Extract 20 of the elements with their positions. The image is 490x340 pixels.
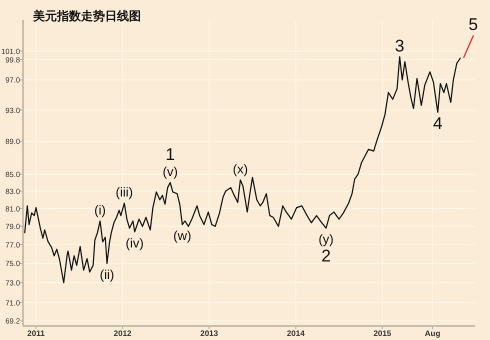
- annotation: 1: [165, 145, 175, 164]
- annotation: (y): [318, 232, 334, 247]
- x-tick-label: 2014: [286, 329, 306, 338]
- annotation: 3: [394, 36, 404, 56]
- x-tick-label: 2013: [200, 329, 219, 338]
- annotation: (w): [173, 228, 192, 244]
- x-tick-label: 2011: [27, 329, 46, 338]
- annotation: 5: [468, 15, 478, 34]
- x-tick-label: 2015: [373, 329, 392, 338]
- annotation: (ii): [100, 266, 114, 282]
- annotation: (v): [162, 164, 178, 180]
- chart-title: 美元指数走势日线图: [32, 9, 141, 23]
- annotation: (iii): [116, 184, 133, 200]
- annotation: (i): [94, 202, 106, 218]
- annotation: 4: [433, 114, 442, 133]
- annotation: 2: [321, 246, 331, 266]
- x-tick-label: Aug: [424, 329, 440, 338]
- x-tick-label: 2012: [114, 329, 132, 338]
- annotation: (iv): [126, 235, 144, 250]
- annotation: (x): [232, 162, 248, 177]
